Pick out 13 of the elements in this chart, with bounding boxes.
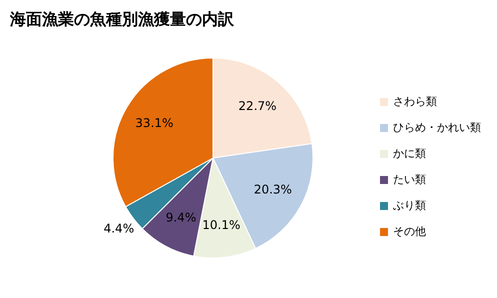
data-label: 4.4% bbox=[104, 221, 134, 236]
data-label: 33.1% bbox=[135, 116, 174, 130]
legend-label: その他 bbox=[393, 225, 426, 238]
legend-label: たい類 bbox=[393, 173, 426, 186]
data-label: 9.4% bbox=[166, 210, 196, 224]
legend-label: かに類 bbox=[393, 147, 426, 160]
data-label: 10.1% bbox=[202, 218, 240, 232]
legend-label: さわら類 bbox=[393, 95, 437, 108]
chart-title: 海面漁業の魚種別漁獲量の内訳 bbox=[9, 9, 235, 28]
data-label: 22.7% bbox=[238, 98, 277, 113]
legend-label: ぶり類 bbox=[393, 199, 426, 212]
data-label: 20.3% bbox=[254, 182, 292, 196]
legend-label: ひらめ・かれい類 bbox=[393, 121, 481, 134]
